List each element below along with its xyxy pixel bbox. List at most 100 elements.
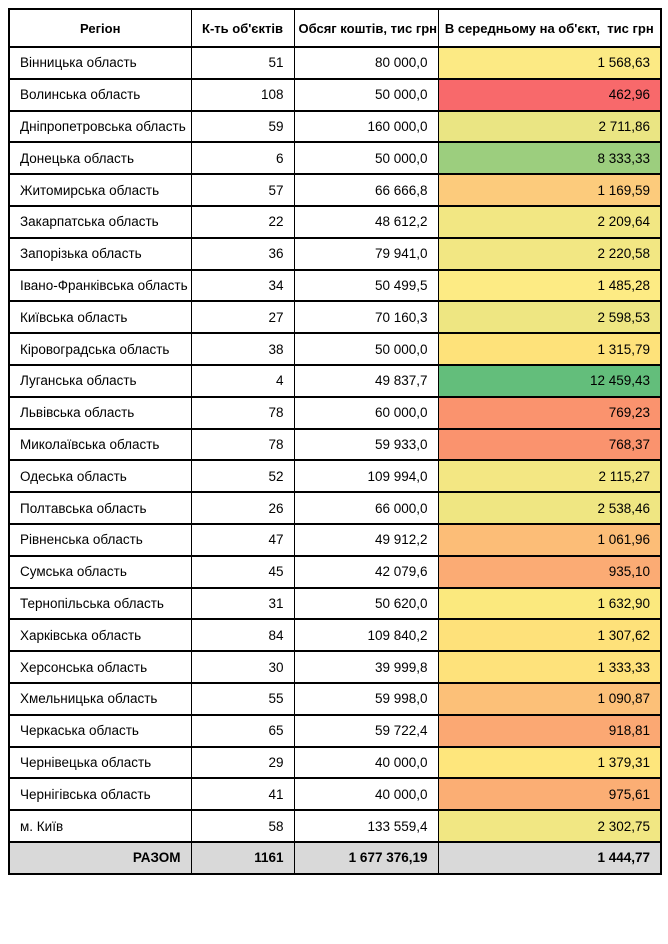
average-per-object-cell: 12 459,43 (437, 363, 662, 398)
objects-count-cell: 108 (190, 77, 295, 112)
funds-amount-cell: 133 559,4 (293, 809, 439, 843)
average-per-object-cell: 2 711,86 (437, 109, 662, 144)
average-per-object-cell: 1 169,59 (437, 173, 662, 207)
region-cell: Одеська область (8, 459, 192, 494)
objects-count-cell: 78 (190, 395, 295, 430)
objects-count-cell: 47 (190, 522, 295, 557)
table-row: Чернігівська область 41 40 000,0 975,61 (8, 777, 662, 812)
objects-count-cell: 55 (190, 681, 295, 716)
average-per-object-cell: 2 598,53 (437, 300, 662, 335)
col-header-region: Регіон (8, 8, 192, 48)
average-per-object-cell: 1 090,87 (437, 681, 662, 716)
table-row: Сумська область 45 42 079,6 935,10 (8, 554, 662, 589)
total-funds-cell: 1 677 376,19 (293, 840, 439, 875)
table-row: Тернопільська область 31 50 620,0 1 632,90 (8, 586, 662, 621)
table-row: Рівненська область 47 49 912,2 1 061,96 (8, 522, 662, 557)
region-funding-table: Регіон К-ть об'єктів Обсяг коштів, тис г… (8, 8, 662, 875)
region-cell: Тернопільська область (8, 586, 192, 621)
region-cell: Волинська область (8, 77, 192, 112)
table-row: Черкаська область 65 59 722,4 918,81 (8, 713, 662, 748)
col-header-funds: Обсяг коштів, тис грн (293, 8, 439, 48)
funds-amount-cell: 66 666,8 (293, 173, 439, 207)
average-per-object-cell: 768,37 (437, 427, 662, 462)
funds-amount-cell: 42 079,6 (293, 554, 439, 589)
region-cell: Сумська область (8, 554, 192, 589)
table-row: м. Київ 58 133 559,4 2 302,75 (8, 809, 662, 843)
objects-count-cell: 59 (190, 109, 295, 144)
table-row: Житомирська область 57 66 666,8 1 169,59 (8, 173, 662, 207)
table-row: Київська область 27 70 160,3 2 598,53 (8, 300, 662, 335)
average-per-object-cell: 1 061,96 (437, 522, 662, 557)
table-row: Волинська область 108 50 000,0 462,96 (8, 77, 662, 112)
total-row: РАЗОМ 1161 1 677 376,19 1 444,77 (8, 840, 662, 875)
objects-count-cell: 31 (190, 586, 295, 621)
funds-amount-cell: 50 000,0 (293, 332, 439, 366)
average-per-object-cell: 2 302,75 (437, 809, 662, 843)
average-per-object-cell: 462,96 (437, 77, 662, 112)
funds-amount-cell: 40 000,0 (293, 777, 439, 812)
average-per-object-cell: 918,81 (437, 713, 662, 748)
region-cell: Київська область (8, 300, 192, 335)
funds-amount-cell: 59 933,0 (293, 427, 439, 462)
funds-amount-cell: 70 160,3 (293, 300, 439, 335)
objects-count-cell: 65 (190, 713, 295, 748)
region-cell: Черкаська область (8, 713, 192, 748)
average-per-object-cell: 2 538,46 (437, 491, 662, 525)
table-row: Чернівецька область 29 40 000,0 1 379,31 (8, 745, 662, 780)
table-row: Дніпропетровська область 59 160 000,0 2 711… (8, 109, 662, 144)
table-row: Хмельницька область 55 59 998,0 1 090,87 (8, 681, 662, 716)
objects-count-cell: 78 (190, 427, 295, 462)
average-per-object-cell: 1 485,28 (437, 268, 662, 303)
average-per-object-cell: 1 315,79 (437, 332, 662, 366)
funds-amount-cell: 66 000,0 (293, 491, 439, 525)
table-row: Закарпатська область 22 48 612,2 2 209,64 (8, 204, 662, 239)
objects-count-cell: 38 (190, 332, 295, 366)
objects-count-cell: 29 (190, 745, 295, 780)
average-per-object-cell: 2 209,64 (437, 204, 662, 239)
region-cell: Рівненська область (8, 522, 192, 557)
funds-amount-cell: 40 000,0 (293, 745, 439, 780)
region-cell: Івано-Франківська область (8, 268, 192, 303)
table-body: Вінницька область 51 80 000,0 1 568,63 Волин… (8, 46, 662, 875)
funds-amount-cell: 59 722,4 (293, 713, 439, 748)
table-row: Запорізька область 36 79 941,0 2 220,58 (8, 236, 662, 271)
table-row: Кіровоградська область 38 50 000,0 1 315,79 (8, 332, 662, 366)
region-cell: Запорізька область (8, 236, 192, 271)
table-row: Луганська область 4 49 837,7 12 459,43 (8, 363, 662, 398)
funds-amount-cell: 49 837,7 (293, 363, 439, 398)
objects-count-cell: 45 (190, 554, 295, 589)
objects-count-cell: 36 (190, 236, 295, 271)
funds-amount-cell: 79 941,0 (293, 236, 439, 271)
objects-count-cell: 4 (190, 363, 295, 398)
region-cell: Дніпропетровська область (8, 109, 192, 144)
region-cell: Донецька область (8, 141, 192, 176)
total-objects-cell: 1161 (190, 840, 295, 875)
objects-count-cell: 52 (190, 459, 295, 494)
objects-count-cell: 30 (190, 650, 295, 684)
region-cell: Чернівецька область (8, 745, 192, 780)
table-row: Вінницька область 51 80 000,0 1 568,63 (8, 46, 662, 80)
objects-count-cell: 34 (190, 268, 295, 303)
funds-amount-cell: 60 000,0 (293, 395, 439, 430)
funds-amount-cell: 80 000,0 (293, 46, 439, 80)
objects-count-cell: 22 (190, 204, 295, 239)
table-row: Миколаївська область 78 59 933,0 768,37 (8, 427, 662, 462)
objects-count-cell: 57 (190, 173, 295, 207)
table-row: Одеська область 52 109 994,0 2 115,27 (8, 459, 662, 494)
header-row: Регіон К-ть об'єктів Обсяг коштів, тис г… (8, 8, 662, 48)
average-per-object-cell: 975,61 (437, 777, 662, 812)
col-header-objects: К-ть об'єктів (190, 8, 295, 48)
objects-count-cell: 58 (190, 809, 295, 843)
funds-amount-cell: 48 612,2 (293, 204, 439, 239)
objects-count-cell: 6 (190, 141, 295, 176)
funds-amount-cell: 160 000,0 (293, 109, 439, 144)
average-per-object-cell: 1 568,63 (437, 46, 662, 80)
objects-count-cell: 27 (190, 300, 295, 335)
average-per-object-cell: 1 632,90 (437, 586, 662, 621)
average-per-object-cell: 2 220,58 (437, 236, 662, 271)
region-cell: Херсонська область (8, 650, 192, 684)
funds-amount-cell: 50 000,0 (293, 141, 439, 176)
funds-amount-cell: 39 999,8 (293, 650, 439, 684)
total-label-cell: РАЗОМ (8, 840, 192, 875)
